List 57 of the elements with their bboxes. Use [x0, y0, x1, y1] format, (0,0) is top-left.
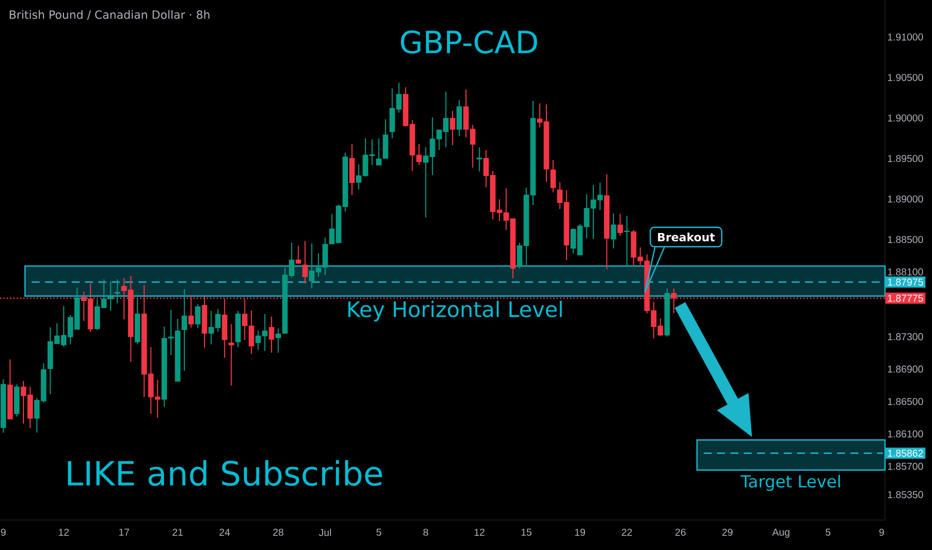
band-label: Target Level — [740, 474, 840, 491]
candlestick — [296, 245, 302, 264]
candlestick — [450, 110, 456, 146]
y-tick-label: 1.90000 — [888, 114, 924, 122]
annotation: Breakout — [658, 232, 715, 242]
x-tick-label: 17 — [119, 528, 130, 536]
x-tick-label: 5 — [376, 528, 382, 536]
x-tick-label: 8 — [423, 528, 428, 536]
x-tick-label: 26 — [675, 528, 686, 536]
candlestick — [617, 213, 623, 236]
x-tick-label: 12 — [58, 528, 69, 536]
y-tick-label: 1.88500 — [888, 236, 924, 244]
x-tick-label: 19 — [575, 528, 586, 536]
y-tick-label: 1.86500 — [888, 398, 924, 406]
x-tick-label: 9 — [879, 528, 884, 536]
y-tick-label: 1.89500 — [888, 154, 924, 162]
candlestick — [114, 278, 120, 304]
band-label: Key Horizontal Level — [348, 300, 562, 322]
x-tick-label: 24 — [220, 528, 230, 536]
text: British Pound / Canadian Dollar · 8h — [10, 10, 210, 20]
y-tick-label: 1.89000 — [888, 195, 924, 203]
candlestick — [302, 240, 308, 284]
y-tick-label: 1.88100 — [888, 268, 924, 276]
ref-line-label: 1.87775 — [888, 294, 923, 302]
y-tick-label: 1.91000 — [888, 33, 924, 41]
candlestick — [376, 138, 382, 166]
text: GBP-CAD — [400, 30, 538, 54]
candlestick — [268, 316, 274, 354]
x-tick-label: 22 — [622, 528, 632, 536]
x-tick-label: 9 — [1, 528, 6, 536]
candlestick — [182, 288, 188, 372]
x-tick-label: 28 — [273, 528, 284, 536]
x-tick-label: 5 — [826, 528, 830, 536]
ref-line-label: 1.87975 — [888, 278, 923, 286]
y-tick-label: 1.86100 — [888, 430, 924, 438]
candlestick — [275, 328, 281, 354]
x-tick-label: Aug — [772, 528, 790, 538]
y-tick-label: 1.85700 — [888, 462, 924, 470]
candlestick — [476, 146, 482, 172]
candlestick — [456, 99, 462, 137]
x-tick-label: 15 — [522, 528, 532, 536]
x-tick-label: 12 — [474, 528, 484, 536]
candlestick — [228, 323, 234, 386]
x-tick-label: 21 — [172, 528, 183, 536]
y-tick-label: 1.90500 — [888, 74, 924, 82]
y-tick-label: 1.85350 — [888, 491, 924, 498]
candlestick — [610, 212, 616, 249]
x-tick-label: 29 — [722, 528, 733, 536]
candlestick — [195, 304, 201, 329]
ref-line-label: 1.85862 — [888, 450, 923, 457]
candlestick — [624, 215, 630, 268]
annotation: LIKE and Subscribe — [68, 460, 382, 486]
candlestick — [550, 159, 556, 193]
y-tick-label: 1.87300 — [888, 333, 924, 340]
candlestick — [382, 118, 388, 159]
x-tick-label: Jul — [318, 528, 331, 536]
y-tick-label: 1.86900 — [888, 366, 924, 373]
